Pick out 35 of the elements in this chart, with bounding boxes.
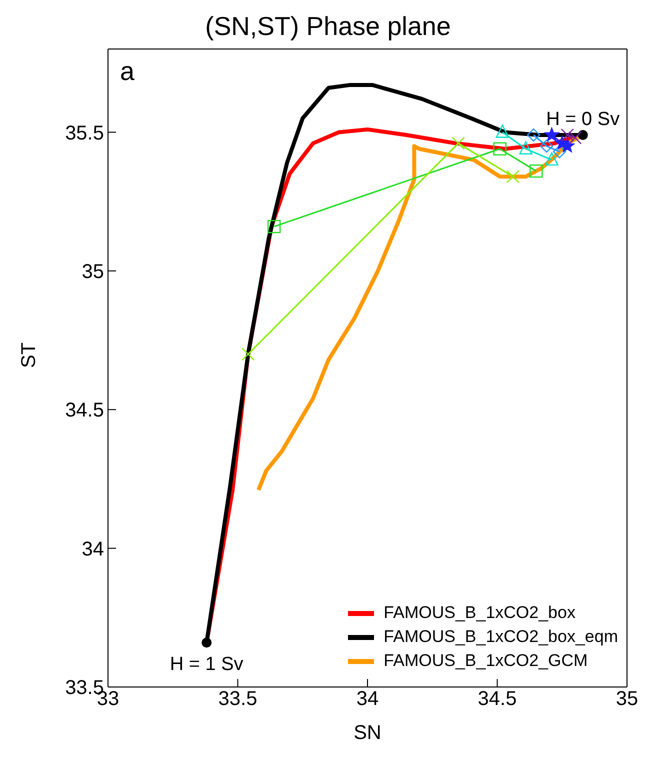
- point: [578, 130, 588, 140]
- x-axis-title: SN: [354, 722, 382, 744]
- chart-title: (SN,ST) Phase plane: [204, 10, 452, 43]
- annotation: a: [120, 56, 134, 87]
- point: [544, 127, 559, 142]
- point: [560, 138, 574, 152]
- x-tick-label: 33.5: [218, 688, 258, 710]
- point: [530, 164, 543, 178]
- x-tick-label: 34: [356, 688, 379, 710]
- x-tick-label: 35: [616, 688, 638, 710]
- point: [526, 128, 540, 142]
- legend-label: FAMOUS_B_1xCO2_box_eqm: [384, 627, 618, 647]
- point: [506, 170, 520, 184]
- point: [452, 136, 465, 150]
- annotation: H = 0 Sv: [546, 108, 620, 130]
- point: [552, 145, 566, 158]
- point: [568, 131, 582, 144]
- y-tick-label: 34: [82, 538, 104, 560]
- y-tick-label: 34.5: [65, 400, 104, 422]
- y-axis-title: ST: [18, 342, 40, 368]
- point: [545, 152, 558, 166]
- point: [519, 141, 532, 154]
- point: [202, 638, 212, 648]
- y-tick-label: 35.5: [65, 122, 104, 144]
- point: [267, 220, 281, 234]
- x-tick-label: 34.5: [478, 688, 517, 710]
- legend-label: FAMOUS_B_1xCO2_box: [384, 603, 576, 623]
- point: [496, 124, 510, 138]
- annotation: H = 1 Sv: [170, 654, 244, 676]
- legend-label: FAMOUS_B_1xCO2_GCM: [384, 651, 588, 671]
- point: [242, 348, 255, 361]
- point: [493, 142, 506, 156]
- y-tick-label: 35: [82, 261, 104, 284]
- point: [560, 128, 574, 142]
- point: [540, 139, 554, 153]
